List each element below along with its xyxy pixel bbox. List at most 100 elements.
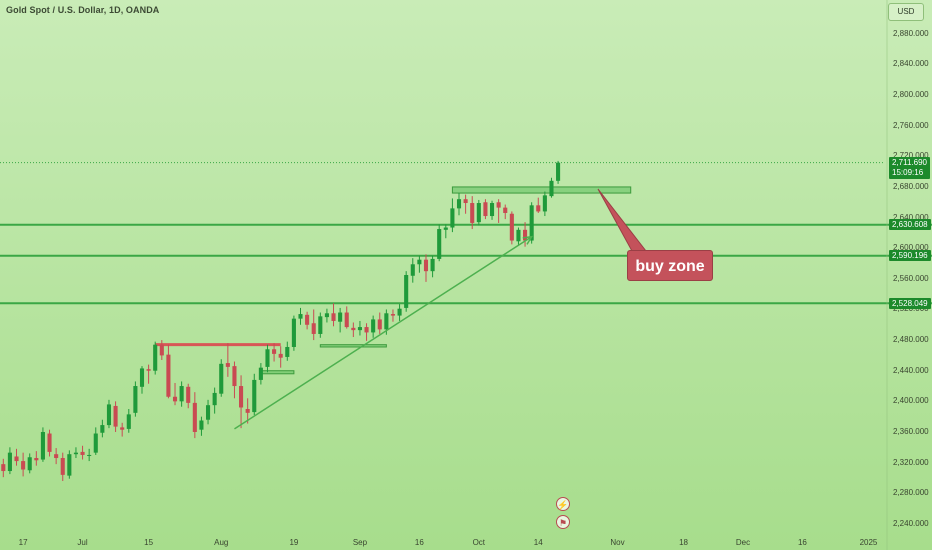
candle bbox=[205, 405, 211, 420]
price-tick-label: 2,360.000 bbox=[893, 426, 929, 436]
candle bbox=[265, 349, 270, 367]
candle bbox=[34, 458, 39, 461]
time-tick-label: 16 bbox=[414, 538, 424, 547]
time-tick-label: 19 bbox=[289, 538, 299, 547]
candle bbox=[60, 458, 65, 475]
time-tick-label: Sep bbox=[352, 538, 368, 547]
time-tick-label: 16 bbox=[797, 538, 807, 547]
symbol-title[interactable]: Gold Spot / U.S. Dollar, 1D, OANDA bbox=[6, 5, 160, 15]
price-tick-label: 2,880.000 bbox=[893, 28, 929, 38]
time-tick-label: 18 bbox=[679, 538, 689, 547]
candle bbox=[318, 316, 323, 334]
candle bbox=[219, 363, 224, 394]
candle bbox=[437, 229, 442, 259]
trendline-arrowhead bbox=[522, 235, 534, 245]
candle bbox=[556, 162, 561, 181]
candle bbox=[496, 202, 501, 208]
price-tick-label: 2,320.000 bbox=[893, 457, 929, 467]
currency-button[interactable]: USD bbox=[888, 3, 924, 21]
candle bbox=[338, 312, 343, 322]
price-tick-label: 2,640.000 bbox=[893, 212, 929, 222]
candle bbox=[344, 312, 349, 328]
candle bbox=[285, 346, 290, 357]
price-tick-label: 2,680.000 bbox=[893, 181, 929, 191]
trendline bbox=[234, 236, 533, 430]
level-price-tag: 2,630.608 bbox=[889, 219, 931, 231]
candle bbox=[272, 349, 277, 354]
candle bbox=[404, 275, 409, 308]
price-tick-label: 2,520.000 bbox=[893, 304, 929, 314]
price-tick-label: 2,800.000 bbox=[893, 90, 929, 100]
candle-countdown: 15:09:16 bbox=[892, 167, 924, 177]
price-tick-label: 2,440.000 bbox=[893, 365, 929, 375]
time-tick-label: Nov bbox=[610, 538, 625, 547]
time-tick-label: 14 bbox=[533, 538, 543, 547]
candle bbox=[146, 369, 151, 371]
time-tick-label: Aug bbox=[214, 538, 229, 547]
lightning-icon[interactable]: ⚡ bbox=[556, 497, 570, 511]
candle bbox=[199, 420, 204, 430]
candle bbox=[410, 264, 415, 276]
candle bbox=[1, 464, 6, 472]
candle bbox=[384, 313, 389, 330]
current-price-value: 2,711.690 bbox=[892, 157, 927, 167]
price-tick-label: 2,840.000 bbox=[893, 59, 929, 69]
candle bbox=[390, 314, 396, 316]
time-tick-label: 15 bbox=[144, 538, 154, 547]
candle bbox=[258, 367, 263, 380]
time-tick-label: Jul bbox=[77, 538, 88, 547]
candle bbox=[430, 258, 435, 272]
candle bbox=[73, 452, 78, 455]
candle bbox=[509, 213, 514, 241]
candle bbox=[278, 353, 283, 358]
candle bbox=[377, 319, 382, 330]
candle bbox=[245, 409, 250, 413]
candle bbox=[364, 327, 369, 333]
candle bbox=[120, 427, 125, 430]
candle bbox=[113, 405, 118, 427]
level-price-tag: 2,590.196 bbox=[889, 250, 931, 262]
candle bbox=[305, 314, 310, 325]
candle bbox=[423, 259, 429, 272]
candle bbox=[133, 386, 138, 413]
price-tick-label: 2,240.000 bbox=[893, 518, 929, 528]
candle bbox=[40, 431, 45, 460]
candle bbox=[93, 433, 98, 453]
candle bbox=[443, 227, 448, 230]
candle bbox=[100, 425, 105, 433]
candle bbox=[483, 202, 488, 217]
price-tick-label: 2,480.000 bbox=[893, 335, 929, 345]
candle bbox=[549, 180, 554, 197]
time-tick-label: 2025 bbox=[859, 538, 878, 547]
candle bbox=[166, 354, 171, 397]
price-tick-label: 2,280.000 bbox=[893, 488, 929, 498]
candle bbox=[450, 208, 455, 228]
buy-zone-pointer bbox=[597, 188, 648, 252]
candle bbox=[331, 313, 336, 321]
buy-zone-label[interactable]: buy zone bbox=[627, 250, 713, 281]
candle bbox=[192, 402, 197, 432]
candle bbox=[87, 454, 92, 456]
candle bbox=[456, 199, 462, 209]
candle bbox=[252, 379, 257, 413]
price-tick-label: 2,560.000 bbox=[893, 273, 929, 283]
candle bbox=[21, 461, 26, 470]
candle bbox=[503, 207, 508, 213]
candle bbox=[470, 203, 475, 223]
horizontal-levels bbox=[0, 162, 932, 305]
flag-icon[interactable]: ⚑ bbox=[556, 515, 570, 529]
candle bbox=[14, 456, 19, 462]
candle bbox=[476, 203, 481, 223]
candle bbox=[489, 203, 495, 217]
candle bbox=[153, 344, 158, 371]
candle bbox=[139, 368, 145, 387]
candle bbox=[371, 319, 376, 333]
candle bbox=[80, 451, 85, 455]
candle bbox=[27, 457, 32, 471]
price-tick-label: 2,400.000 bbox=[893, 396, 929, 406]
candle bbox=[542, 195, 547, 212]
candle bbox=[536, 205, 541, 212]
level-price-tag: 2,528.049 bbox=[889, 297, 931, 309]
